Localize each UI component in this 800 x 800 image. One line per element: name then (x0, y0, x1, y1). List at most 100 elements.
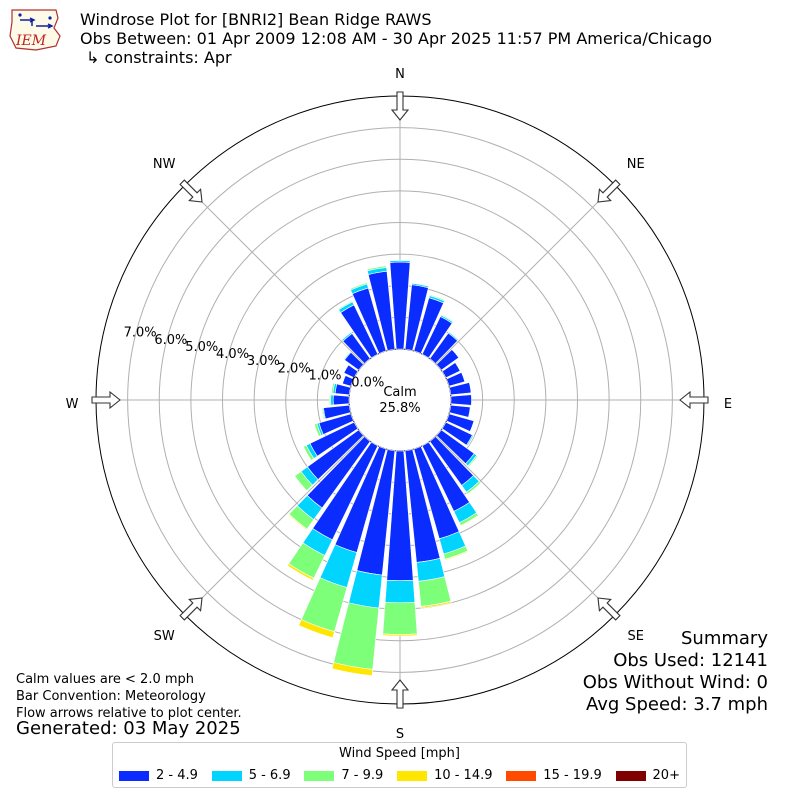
wind-bar-segment (418, 576, 452, 607)
direction-label: SE (628, 629, 644, 644)
flow-arrow-icon (91, 390, 121, 410)
calm-note: Calm values are < 2.0 mph (16, 672, 195, 687)
wind-bar-segment (467, 454, 479, 468)
wind-bar-segment (448, 331, 460, 341)
wind-bar-segment (332, 394, 350, 406)
direction-label: NE (627, 157, 645, 172)
radial-tick-label: 4.0% (216, 347, 249, 362)
flow-arrow-icon (179, 597, 203, 621)
direction-label: W (66, 397, 79, 412)
wind-bar-segment (440, 313, 454, 323)
wind-bar-segment (287, 513, 308, 531)
legend-swatch (211, 770, 242, 781)
direction-label: E (724, 397, 732, 412)
bar-convention-note: Bar Convention: Meteorology (16, 689, 206, 704)
direction-labels: N NE E SE S SW W NW (66, 67, 733, 742)
wind-bar-segment (366, 265, 387, 272)
radial-tick-label: 7.0% (124, 326, 157, 341)
wind-bar-segment (331, 662, 373, 677)
wind-bar-segment (382, 601, 418, 635)
generated-date: Generated: 03 May 2025 (16, 718, 241, 739)
legend-item: 2 - 4.9 (119, 768, 198, 783)
obs-without-wind: Obs Without Wind: 0 (582, 672, 768, 693)
wind-bar-segment (330, 394, 334, 406)
legend-item: 5 - 6.9 (211, 768, 291, 783)
direction-spokes (96, 96, 704, 704)
flow-arrow-icon (179, 179, 203, 203)
radial-tick-label: 2.0% (278, 361, 311, 376)
legend-items: 2 - 4.9 5 - 6.9 7 - 9.9 10 - 14.9 15 - 19.9 2… (119, 768, 680, 783)
wind-bar-segment (348, 570, 383, 609)
grid-spoke (435, 435, 616, 616)
flow-arrows (91, 91, 709, 709)
wind-bar-segment (342, 363, 349, 373)
grid-spoke (184, 435, 365, 616)
flow-arrow-icon (679, 390, 709, 410)
wind-bar-segment (444, 550, 469, 561)
legend-swatch (506, 770, 537, 781)
wind-bar-segment (314, 423, 322, 437)
wind-bar-segment (342, 350, 351, 360)
direction-label: NW (153, 157, 176, 172)
wind-bar-segment (341, 374, 346, 385)
iem-logo: IEM (6, 6, 66, 52)
wind-bar-segment (411, 282, 430, 287)
radial-tick-label: 6.0% (154, 333, 187, 348)
title-block: Windrose Plot for [BNRI2] Bean Ridge RAW… (80, 10, 712, 67)
summary-heading: Summary (681, 628, 768, 649)
flow-arrow-icon (597, 179, 621, 203)
wind-bar-segment (330, 382, 335, 394)
wind-bar-segment (469, 382, 472, 394)
wind-bar-segment (293, 475, 308, 492)
summary-block: Summary Obs Used: 12141 Obs Without Wind… (583, 628, 768, 716)
wind-bar-segment (461, 371, 466, 383)
legend-label: 2 - 4.9 (156, 768, 198, 783)
wind-bar-segment (454, 361, 462, 372)
wind-bar-segment (389, 260, 411, 263)
notes-block: Calm values are < 2.0 mph Bar Convention… (16, 671, 242, 722)
wind-bar-segment (384, 579, 416, 604)
flow-arrow-icon (390, 679, 410, 709)
direction-label: S (396, 727, 404, 742)
wind-bar-segment (337, 300, 353, 311)
wind-bar-segment (382, 633, 418, 637)
wind-bar-segment (451, 348, 460, 359)
legend-item: 10 - 14.9 (397, 768, 493, 783)
legend-item: 7 - 9.9 (304, 768, 383, 783)
legend-label: 15 - 19.9 (543, 768, 602, 783)
wind-bars (287, 260, 482, 677)
legend-item: 20+ (615, 768, 680, 783)
wind-bar-segment (449, 404, 471, 418)
direction-label: SW (154, 629, 175, 644)
grid-spoke (435, 184, 616, 365)
legend-swatch (397, 770, 428, 781)
wind-bar-segment (287, 563, 315, 581)
radial-tick-labels: 0.0% 1.0%2.0%3.0%4.0%5.0%6.0%7.0% (124, 326, 385, 391)
radial-tick-label: 1.0% (308, 368, 341, 383)
wind-bar-segment (469, 420, 475, 433)
wind-bar-segment (460, 515, 480, 527)
wind-bar-segment (349, 282, 368, 291)
logo-text: IEM (15, 33, 47, 49)
flow-arrow-icon (597, 597, 621, 621)
calm-label: Calm (383, 385, 416, 400)
wind-bar-segment (450, 394, 472, 406)
flow-arrow-icon (390, 91, 410, 121)
legend-label: 10 - 14.9 (434, 768, 493, 783)
wind-bar-segment (340, 331, 352, 341)
wind-speed-legend: Wind Speed [mph] 2 - 4.9 5 - 6.9 7 - 9.9 10… (112, 742, 687, 788)
chart-title: Windrose Plot for [BNRI2] Bean Ridge RAW… (80, 10, 432, 29)
wind-bar-segment (329, 394, 332, 406)
avg-speed: Avg Speed: 3.7 mph (586, 694, 768, 715)
radial-tick-label: 0.0% (351, 376, 384, 391)
legend-title: Wind Speed [mph] (339, 746, 460, 761)
legend-label: 20+ (652, 768, 680, 783)
wind-bar-segment (467, 435, 475, 447)
obs-used: Obs Used: 12141 (613, 650, 768, 671)
chart-constraints: ↳ constraints: Apr (86, 48, 232, 67)
radial-tick-label: 5.0% (185, 340, 218, 355)
wind-bar-segment (321, 407, 325, 420)
wind-bar-segment (466, 481, 482, 495)
wind-bar-segment (429, 294, 446, 302)
